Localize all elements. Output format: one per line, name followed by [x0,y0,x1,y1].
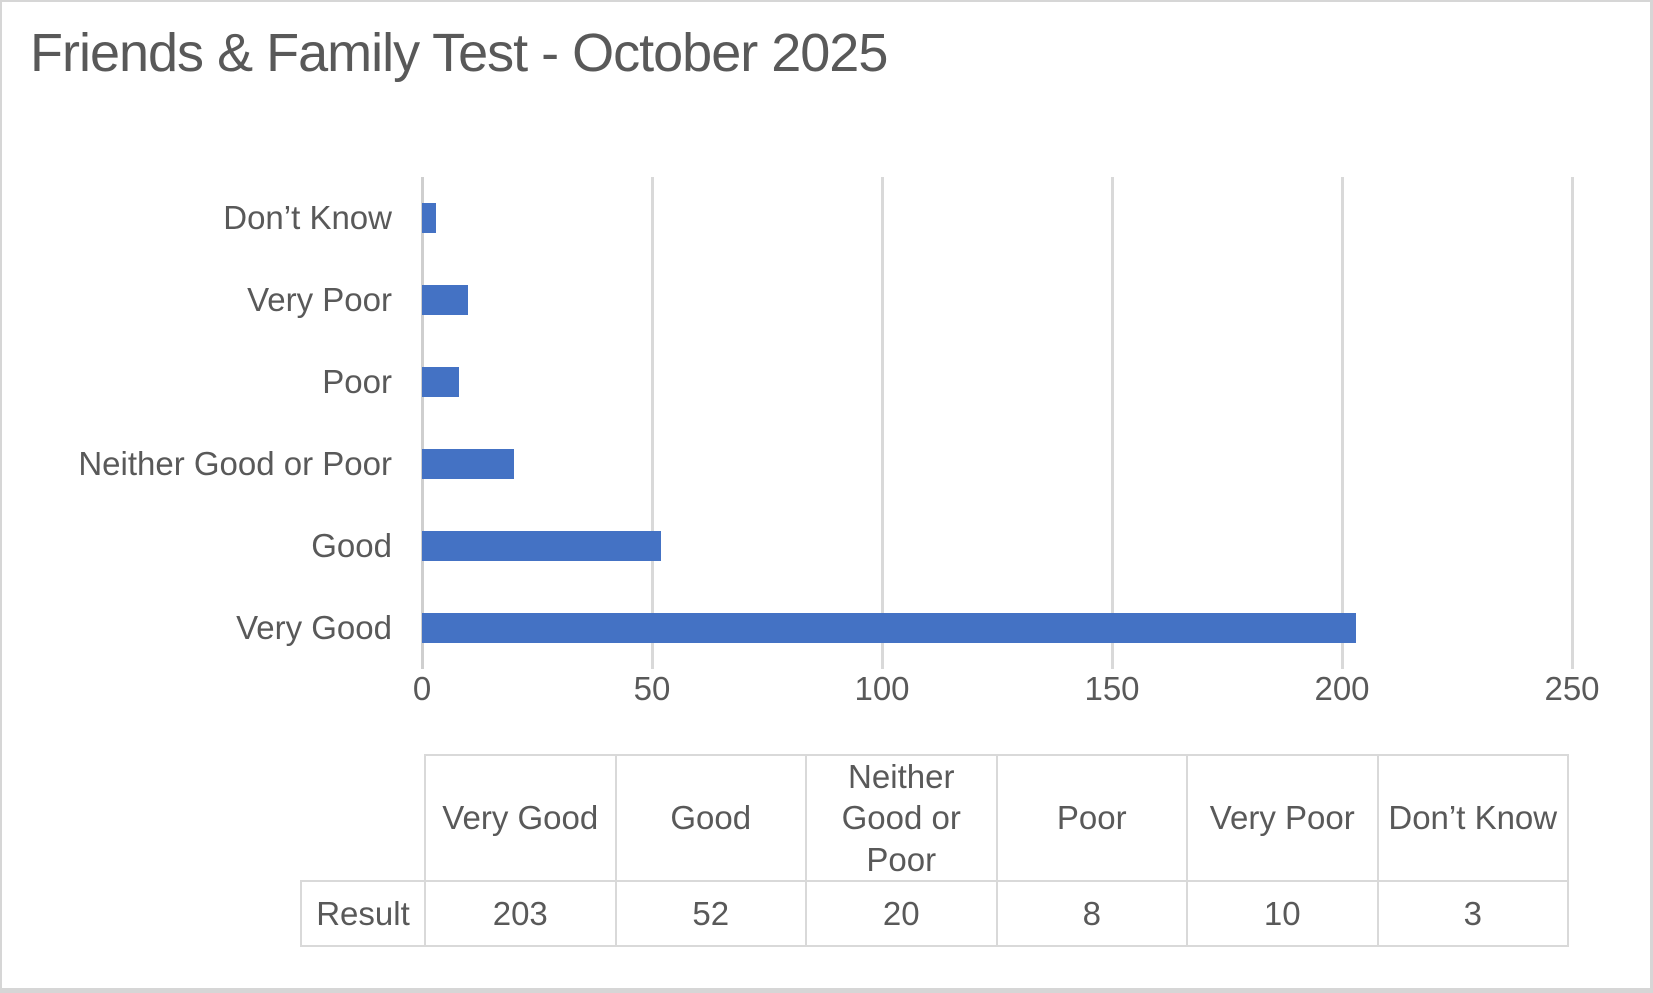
table-value-good: 52 [614,879,807,947]
data-table: Very Good Good Neither Good or Poor Poor Ver… [300,754,1569,947]
chart-title: Friends & Family Test - October 2025 [30,23,888,83]
x-tick-label-200: 200 [1314,670,1370,707]
table-value-very-poor: 10 [1186,879,1379,947]
category-label-very-good: Very Good [236,609,392,646]
gridline-250 [1570,177,1574,669]
x-tick-label-100: 100 [854,670,910,707]
x-tick-label-0: 0 [412,670,432,707]
table-value-neither-good-or-poor: 20 [805,879,998,947]
bar-don-t-know [422,203,436,233]
table-header-don-t-know: Don’t Know [1376,754,1569,882]
category-label-poor: Poor [322,363,392,400]
gridline-150 [1110,177,1114,669]
value-axis-line [420,177,424,669]
category-label-very-poor: Very Poor [247,281,392,318]
gridline-100 [880,177,884,669]
bar-neither-good-or-poor [422,449,514,479]
table-header-very-poor: Very Poor [1186,754,1379,882]
category-label-don-t-know: Don’t Know [223,199,392,236]
x-tick-label-50: 50 [633,670,671,707]
bar-good [422,531,662,561]
category-label-good: Good [311,527,392,564]
table-value-poor: 8 [995,879,1188,947]
table-corner-cell [301,755,426,882]
table-header-poor: Poor [995,754,1188,882]
table-row-header: Result [300,879,426,947]
bar-poor [422,367,459,397]
x-tick-label-150: 150 [1084,670,1140,707]
bar-very-poor [422,285,468,315]
category-label-neither-good-or-poor: Neither Good or Poor [78,445,392,482]
table-header-good: Good [614,754,807,882]
bar-very-good [422,613,1356,643]
x-tick-label-250: 250 [1544,670,1600,707]
table-value-don-t-know: 3 [1376,879,1569,947]
table-value-very-good: 203 [424,879,617,947]
gridline-50 [650,177,654,669]
gridline-200 [1340,177,1344,669]
table-header-very-good: Very Good [424,754,617,882]
table-header-neither-good-or-poor: Neither Good or Poor [805,754,998,882]
